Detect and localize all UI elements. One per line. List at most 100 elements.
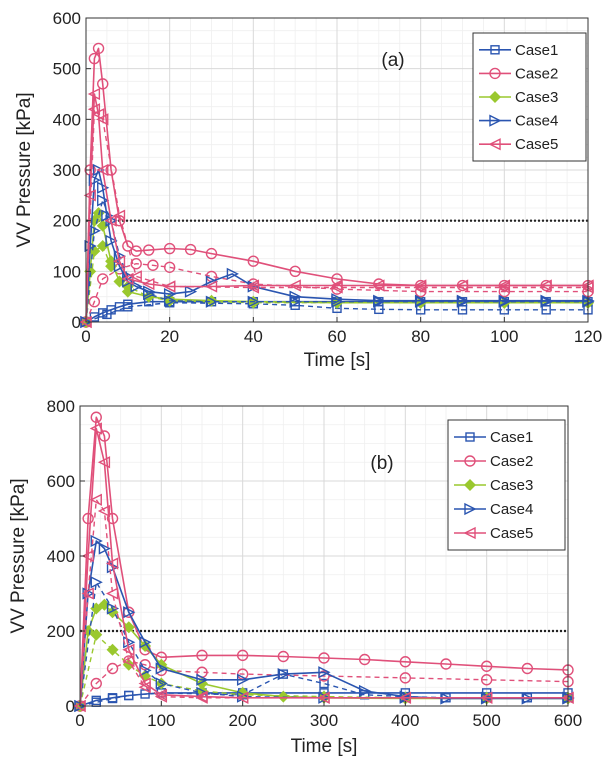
data-point: [88, 52, 101, 65]
data-point: [196, 649, 208, 662]
data-point: [88, 174, 101, 187]
data-point: [92, 163, 106, 177]
legend-item: Case1: [454, 429, 533, 446]
x-tick-label: 200: [228, 711, 256, 730]
data-point: [106, 662, 119, 675]
data-point: [247, 280, 260, 293]
legend-label: Case5: [515, 136, 558, 153]
data-point: [97, 456, 111, 469]
data-point: [139, 640, 152, 652]
data-point: [317, 691, 330, 704]
data-point: [90, 576, 103, 589]
data-point: [236, 691, 249, 704]
data-point: [90, 628, 103, 641]
data-point: [247, 295, 260, 308]
data-point: [163, 261, 176, 273]
y-tick-label: 0: [66, 697, 75, 716]
legend-marker: [489, 91, 501, 103]
data-point: [130, 280, 143, 293]
x-tick-label: 80: [411, 327, 430, 346]
y-axis-label: VV Pressure [kPa]: [8, 478, 29, 633]
legend-marker: [489, 67, 501, 80]
data-point: [97, 273, 109, 285]
data-point: [98, 430, 111, 442]
data-point: [81, 587, 94, 600]
x-tick-label: 600: [554, 711, 582, 730]
case2-dashed-line: [79, 660, 569, 707]
data-point: [455, 279, 469, 292]
legend-item: Case3: [454, 477, 533, 494]
data-point: [205, 295, 219, 308]
data-point: [289, 290, 302, 303]
legend-marker: [489, 114, 502, 127]
panel-label: (a): [381, 50, 404, 71]
data-point: [456, 294, 470, 307]
data-point: [97, 194, 110, 207]
legend-marker: [464, 455, 476, 467]
data-point: [277, 667, 290, 681]
x-tick-label: 120: [574, 327, 602, 346]
data-point: [236, 673, 250, 686]
legend-marker: [488, 138, 501, 151]
y-tick-label: 0: [72, 313, 81, 332]
legend-marker: [465, 432, 475, 442]
legend-marker: [463, 526, 476, 540]
data-point: [90, 411, 102, 423]
data-point: [106, 643, 119, 656]
data-point: [205, 247, 218, 260]
legend-label: Case5: [490, 525, 533, 542]
data-point: [497, 279, 511, 292]
data-point: [480, 674, 493, 686]
y-tick-label: 400: [53, 110, 81, 129]
data-point: [90, 534, 103, 548]
data-point: [83, 189, 96, 202]
data-point: [318, 666, 331, 679]
data-point: [147, 259, 159, 271]
data-point: [163, 280, 176, 293]
data-point: [163, 288, 177, 301]
data-point: [105, 234, 118, 248]
data-point: [139, 636, 152, 649]
data-point: [112, 255, 126, 268]
data-point: [196, 673, 209, 686]
data-point: [106, 602, 120, 615]
data-point: [91, 108, 105, 121]
legend-item: Case5: [479, 136, 558, 153]
y-tick-label: 200: [47, 622, 75, 641]
data-point: [89, 493, 102, 506]
data-point: [236, 690, 250, 703]
data-point: [97, 78, 109, 90]
chart-panel-b: 0 100 200 300 400 500 600 0 200 400 600 800 Time [s]…: [8, 397, 582, 757]
x-tick-label: 300: [310, 711, 338, 730]
data-point: [521, 662, 534, 675]
data-point: [289, 265, 301, 278]
data-point: [319, 678, 329, 689]
data-point: [204, 280, 218, 293]
data-point: [143, 244, 155, 256]
data-point: [184, 285, 198, 298]
case5-solid-line: [85, 93, 588, 323]
data-point: [247, 255, 260, 267]
y-tick-label: 600: [53, 9, 81, 28]
data-point: [87, 87, 101, 101]
y-axis-label: VV Pressure [kPa]: [14, 92, 35, 247]
y-tick-label: 200: [53, 212, 81, 231]
data-point: [184, 243, 197, 256]
case4-dashed-line: [85, 199, 588, 323]
data-point: [154, 688, 168, 701]
data-point: [101, 209, 114, 222]
data-point: [122, 643, 135, 656]
data-point: [277, 650, 290, 663]
data-point: [130, 258, 142, 270]
x-tick-label: 20: [160, 327, 179, 346]
data-point: [96, 163, 109, 177]
data-point: [89, 422, 102, 435]
data-point: [480, 691, 493, 704]
x-tick-label: 100: [490, 327, 518, 346]
legend-label: Case2: [515, 65, 558, 82]
legend-item: Case3: [479, 89, 558, 106]
data-point: [226, 267, 239, 280]
data-point: [123, 606, 136, 619]
data-point: [92, 42, 105, 55]
